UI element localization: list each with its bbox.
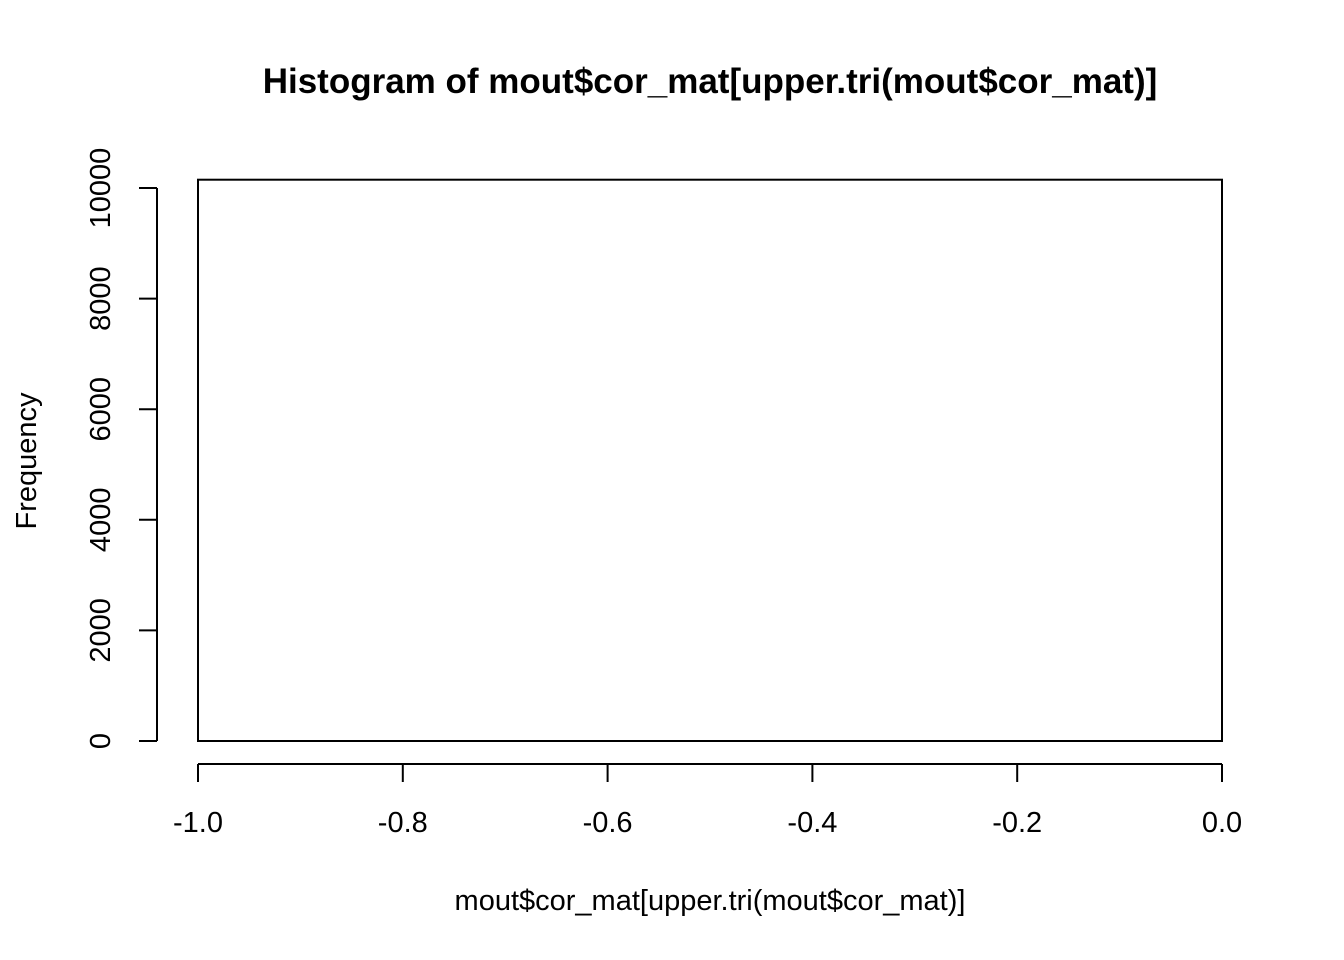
y-tick-label: 2000 [85,598,117,663]
histogram-bars [197,178,1223,742]
x-tick-label: -0.6 [583,807,633,839]
y-axis: 0 2000 4000 6000 8000 10000 [85,148,158,749]
y-tick-label: 0 [85,733,117,749]
x-tick-label: -0.2 [992,807,1042,839]
y-tick-label: 8000 [85,266,117,331]
histogram-bar-0 [197,178,1223,742]
x-axis-label: mout$cor_mat[upper.tri(mout$cor_mat)] [455,885,966,917]
x-axis: -1.0 -0.8 -0.6 -0.4 -0.2 0.0 [173,763,1242,839]
y-tick-label: 10000 [85,148,117,229]
x-tick-label: -0.8 [378,807,428,839]
y-tick-label: 4000 [85,488,117,553]
y-axis-label: Frequency [11,392,43,530]
x-tick-label: -0.4 [787,807,837,839]
chart-title: Histogram of mout$cor_mat[upper.tri(mout… [263,62,1158,101]
y-tick-label: 6000 [85,377,117,442]
x-tick-label: 0.0 [1202,807,1242,839]
x-tick-label: -1.0 [173,807,223,839]
